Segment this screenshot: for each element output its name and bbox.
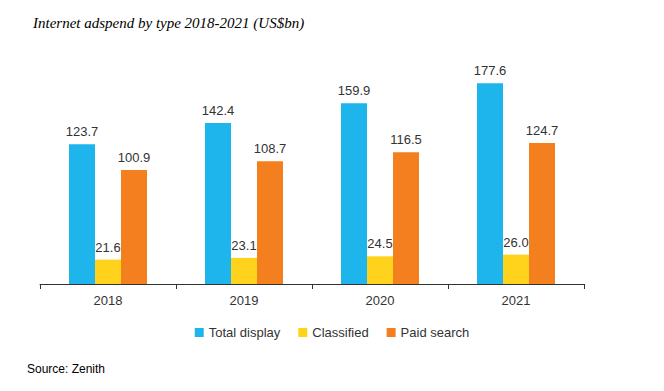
svg-text:123.7: 123.7: [66, 124, 99, 139]
svg-text:2020: 2020: [366, 293, 395, 308]
svg-text:100.9: 100.9: [118, 150, 151, 165]
svg-text:2021: 2021: [502, 293, 531, 308]
svg-text:Source: Zenith: Source: Zenith: [27, 362, 105, 376]
svg-text:26.0: 26.0: [503, 235, 528, 250]
svg-text:116.5: 116.5: [390, 132, 422, 147]
svg-text:108.7: 108.7: [254, 141, 287, 156]
svg-text:2019: 2019: [230, 293, 259, 308]
svg-text:177.6: 177.6: [474, 63, 507, 78]
svg-text:23.1: 23.1: [231, 238, 256, 253]
svg-text:24.5: 24.5: [367, 236, 392, 251]
svg-text:Internet adspend by type 2018-: Internet adspend by type 2018-2021 (US$b…: [32, 15, 304, 32]
svg-text:21.6: 21.6: [95, 240, 120, 255]
svg-text:Total display: Total display: [209, 325, 281, 340]
svg-text:142.4: 142.4: [202, 103, 235, 118]
svg-text:Classified: Classified: [312, 325, 368, 340]
svg-text:159.9: 159.9: [338, 83, 371, 98]
svg-text:Paid search: Paid search: [401, 325, 470, 340]
svg-text:2018: 2018: [94, 293, 123, 308]
svg-text:124.7: 124.7: [526, 123, 559, 138]
